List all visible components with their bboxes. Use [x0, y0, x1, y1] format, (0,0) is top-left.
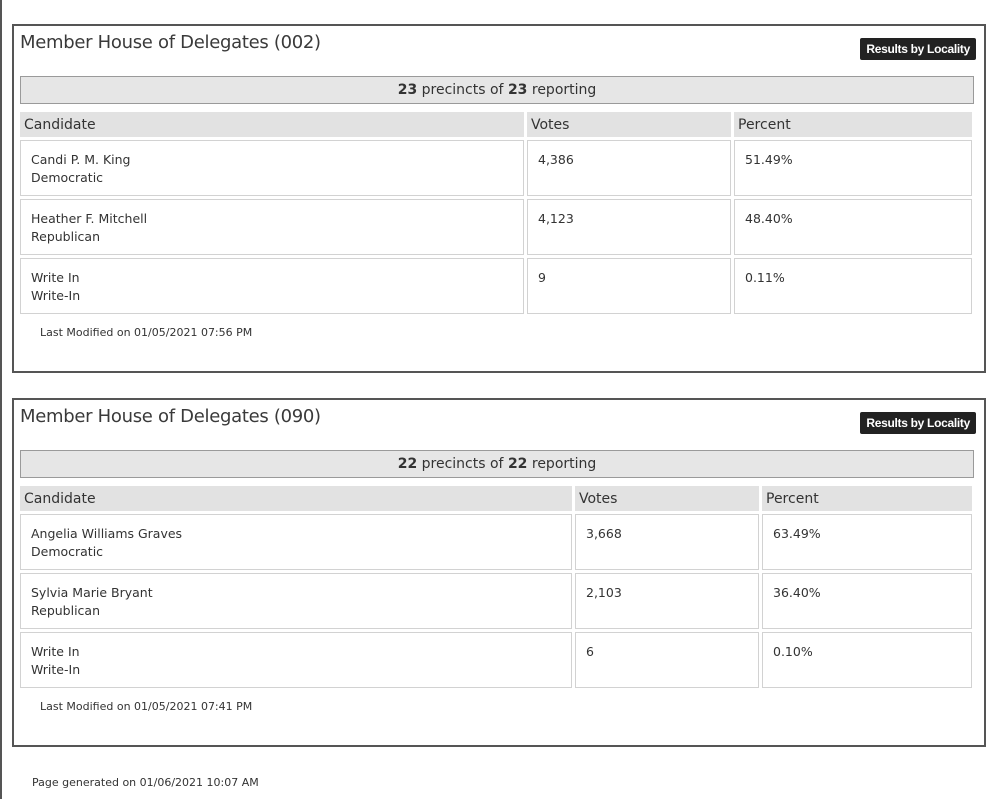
votes-cell: 2,103	[575, 573, 759, 629]
percent-cell: 63.49%	[762, 514, 972, 570]
precincts-total-count: 23	[507, 82, 528, 98]
percent-cell: 51.49%	[734, 140, 972, 196]
percent-cell: 0.11%	[734, 258, 972, 314]
candidate-name: Write In	[31, 270, 80, 285]
precincts-of-label: precincts of	[421, 456, 504, 472]
race-title: Member House of Delegates (002)	[20, 32, 321, 53]
table-row: Write In Write-In 9 0.11%	[20, 258, 972, 314]
candidate-cell: Write In Write-In	[20, 632, 572, 688]
race-panel: Member House of Delegates (090) Results …	[12, 398, 986, 747]
table-row: Write In Write-In 6 0.10%	[20, 632, 972, 688]
candidate-cell: Angelia Williams Graves Democratic	[20, 514, 572, 570]
precincts-reporting-bar: 23 precincts of 23 reporting	[20, 76, 974, 104]
candidate-name: Angelia Williams Graves	[31, 526, 183, 541]
percent-cell: 36.40%	[762, 573, 972, 629]
percent-column-header: Percent	[762, 486, 972, 511]
precincts-total-count: 22	[507, 456, 528, 472]
table-row: Candi P. M. King Democratic 4,386 51.49%	[20, 140, 972, 196]
percent-cell: 48.40%	[734, 199, 972, 255]
precincts-reporting-bar: 22 precincts of 22 reporting	[20, 450, 974, 478]
candidate-party: Write-In	[31, 288, 81, 303]
candidate-party: Democratic	[31, 544, 104, 559]
votes-cell: 9	[527, 258, 731, 314]
last-modified-timestamp: Last Modified on 01/05/2021 07:56 PM	[40, 326, 253, 339]
results-by-locality-button[interactable]: Results by Locality	[860, 412, 976, 434]
table-header-row: Candidate Votes Percent	[20, 486, 972, 511]
percent-cell: 0.10%	[762, 632, 972, 688]
votes-cell: 4,123	[527, 199, 731, 255]
reporting-label: reporting	[531, 456, 597, 472]
candidate-party: Democratic	[31, 170, 104, 185]
results-table: Candidate Votes Percent Angelia Williams…	[17, 483, 975, 691]
table-row: Sylvia Marie Bryant Republican 2,103 36.…	[20, 573, 972, 629]
precincts-of-label: precincts of	[421, 82, 504, 98]
page-left-border	[0, 0, 2, 799]
votes-cell: 3,668	[575, 514, 759, 570]
page-generated-timestamp: Page generated on 01/06/2021 10:07 AM	[32, 776, 259, 789]
votes-column-header: Votes	[527, 112, 731, 137]
precincts-reporting-count: 22	[397, 456, 418, 472]
candidate-cell: Candi P. M. King Democratic	[20, 140, 524, 196]
candidate-name: Sylvia Marie Bryant	[31, 585, 153, 600]
candidate-cell: Sylvia Marie Bryant Republican	[20, 573, 572, 629]
reporting-label: reporting	[531, 82, 597, 98]
candidate-name: Candi P. M. King	[31, 152, 131, 167]
candidate-party: Republican	[31, 603, 101, 618]
candidate-cell: Heather F. Mitchell Republican	[20, 199, 524, 255]
candidate-column-header: Candidate	[20, 486, 572, 511]
last-modified-timestamp: Last Modified on 01/05/2021 07:41 PM	[40, 700, 253, 713]
candidate-cell: Write In Write-In	[20, 258, 524, 314]
race-panel: Member House of Delegates (002) Results …	[12, 24, 986, 373]
percent-column-header: Percent	[734, 112, 972, 137]
candidate-column-header: Candidate	[20, 112, 524, 137]
votes-column-header: Votes	[575, 486, 759, 511]
table-row: Angelia Williams Graves Democratic 3,668…	[20, 514, 972, 570]
votes-cell: 4,386	[527, 140, 731, 196]
results-by-locality-button[interactable]: Results by Locality	[860, 38, 976, 60]
candidate-party: Write-In	[31, 662, 81, 677]
votes-cell: 6	[575, 632, 759, 688]
table-header-row: Candidate Votes Percent	[20, 112, 972, 137]
table-row: Heather F. Mitchell Republican 4,123 48.…	[20, 199, 972, 255]
candidate-party: Republican	[31, 229, 101, 244]
candidate-name: Write In	[31, 644, 80, 659]
precincts-reporting-count: 23	[397, 82, 418, 98]
candidate-name: Heather F. Mitchell	[31, 211, 148, 226]
results-table: Candidate Votes Percent Candi P. M. King…	[17, 109, 975, 317]
race-title: Member House of Delegates (090)	[20, 406, 321, 427]
